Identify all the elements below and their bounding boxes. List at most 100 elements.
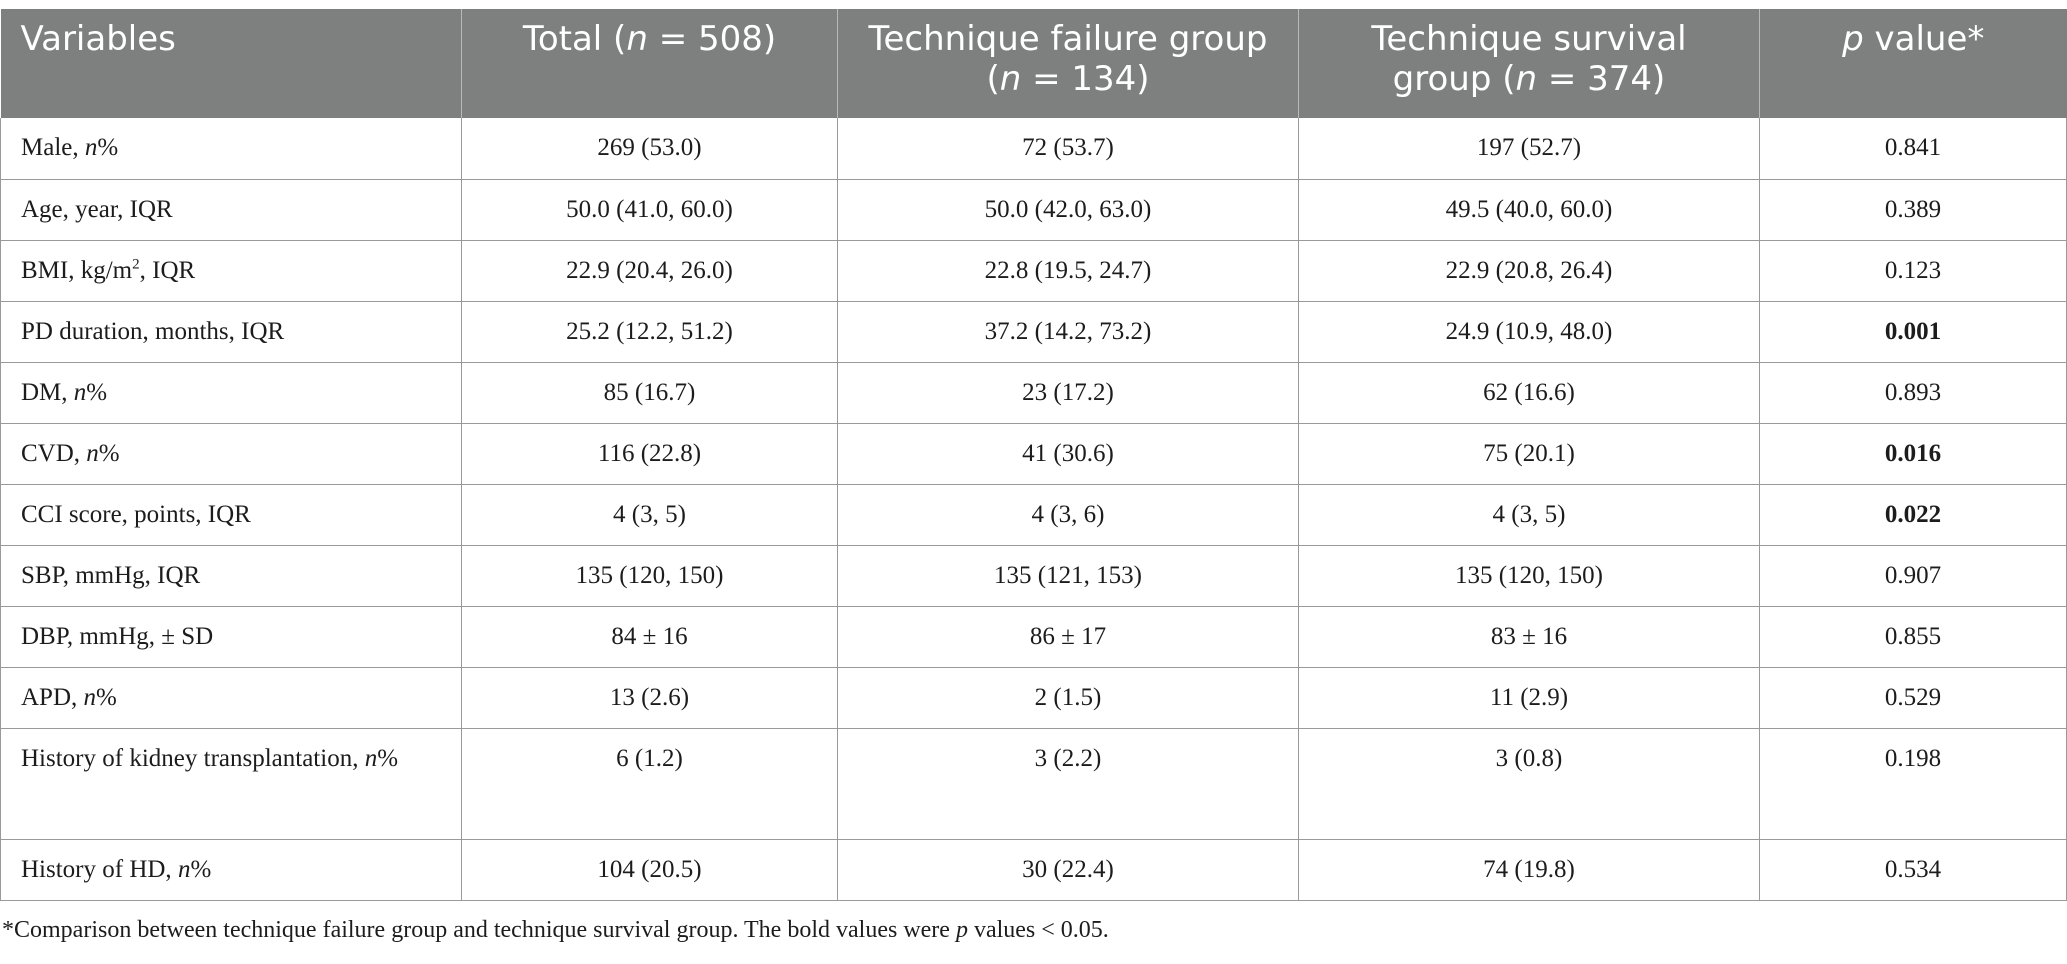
cell-failure: 22.8 (19.5, 24.7)	[837, 240, 1299, 302]
cell-failure: 2 (1.5)	[837, 667, 1299, 729]
table-row: History of kidney transplantation, n% 6 (…	[0, 728, 2067, 840]
header-text-post: value*	[1863, 19, 1985, 59]
cell-p-value: 0.123	[1759, 240, 2067, 302]
header-text-post: = 374)	[1537, 59, 1666, 99]
variable-text: DBP, mmHg, ± SD	[21, 622, 214, 650]
cell-total: 104 (20.5)	[461, 839, 838, 901]
table-row: SBP, mmHg, IQR 135 (120, 150) 135 (121, 15…	[0, 545, 2067, 607]
cell-variable: PD duration, months, IQR	[0, 301, 462, 363]
table-row: BMI, kg/m2, IQR 22.9 (20.4, 26.0) 22.8 (19…	[0, 240, 2067, 302]
cell-failure: 23 (17.2)	[837, 362, 1299, 424]
cell-total: 85 (16.7)	[461, 362, 838, 424]
variable-text: APD,	[21, 683, 84, 711]
cell-failure: 86 ± 17	[837, 606, 1299, 668]
cell-variable: CCI score, points, IQR	[0, 484, 462, 546]
cell-survival: 62 (16.6)	[1298, 362, 1760, 424]
cell-total: 116 (22.8)	[461, 423, 838, 485]
variable-text: DM,	[21, 378, 74, 406]
cell-failure: 41 (30.6)	[837, 423, 1299, 485]
header-text-italic: p	[1842, 19, 1864, 59]
header-text: Variables	[20, 19, 176, 59]
cell-failure: 4 (3, 6)	[837, 484, 1299, 546]
cell-failure: 72 (53.7)	[837, 118, 1299, 180]
header-row: Variables Total (n = 508) Technique fail…	[0, 9, 2067, 118]
cell-p-value: 0.529	[1759, 667, 2067, 729]
footnote-text-pre: *Comparison between technique failure gr…	[2, 917, 956, 943]
cell-variable: BMI, kg/m2, IQR	[0, 240, 462, 302]
cell-survival: 4 (3, 5)	[1298, 484, 1760, 546]
cell-total: 135 (120, 150)	[461, 545, 838, 607]
header-text-italic: n	[626, 19, 648, 59]
table-row: Age, year, IQR 50.0 (41.0, 60.0) 50.0 (42.…	[0, 179, 2067, 241]
cell-p-value: 0.841	[1759, 118, 2067, 180]
table-footnote: *Comparison between technique failure gr…	[2, 917, 1109, 944]
variable-text-suffix: %	[377, 744, 399, 772]
header-text-pre: Technique failure group (	[868, 19, 1268, 99]
cell-survival: 24.9 (10.9, 48.0)	[1298, 301, 1760, 363]
table-row: APD, n% 13 (2.6) 2 (1.5) 11 (2.9) 0.529	[0, 667, 2067, 729]
variable-text: PD duration, months, IQR	[21, 317, 285, 345]
cell-survival: 83 ± 16	[1298, 606, 1760, 668]
cell-p-value: 0.016	[1759, 423, 2067, 485]
variable-text-suffix: %	[190, 855, 212, 883]
table-row: PD duration, months, IQR 25.2 (12.2, 51.2…	[0, 301, 2067, 363]
variable-text-suffix: %	[96, 683, 117, 711]
table-row: DBP, mmHg, ± SD 84 ± 16 86 ± 17 83 ± 16 0.85…	[0, 606, 2067, 668]
header-text-italic: n	[1515, 59, 1538, 99]
cell-variable: CVD, n%	[0, 423, 462, 485]
table-row: Male, n% 269 (53.0) 72 (53.7) 197 (52.7) 0.8…	[0, 118, 2067, 180]
cell-total: 84 ± 16	[461, 606, 838, 668]
table-header: Variables Total (n = 508) Technique fail…	[0, 9, 2067, 118]
footnote-text-post: values < 0.05.	[967, 917, 1109, 943]
data-table: Variables Total (n = 508) Technique fail…	[0, 9, 2067, 901]
variable-text: CVD,	[21, 439, 87, 467]
cell-variable: History of kidney transplantation, n%	[0, 728, 462, 840]
variable-text: BMI, kg/m	[21, 256, 133, 284]
cell-variable: DBP, mmHg, ± SD	[0, 606, 462, 668]
cell-total: 13 (2.6)	[461, 667, 838, 729]
cell-variable: History of HD, n%	[0, 839, 462, 901]
cell-survival: 49.5 (40.0, 60.0)	[1298, 179, 1760, 241]
variable-text: SBP, mmHg, IQR	[21, 561, 201, 589]
header-total: Total (n = 508)	[461, 9, 838, 118]
cell-variable: SBP, mmHg, IQR	[0, 545, 462, 607]
cell-variable: APD, n%	[0, 667, 462, 729]
header-text-pre: Total (	[522, 19, 627, 59]
cell-survival: 135 (120, 150)	[1298, 545, 1760, 607]
cell-failure: 3 (2.2)	[837, 728, 1299, 840]
cell-total: 269 (53.0)	[461, 118, 838, 180]
variable-text-suffix: %	[98, 439, 120, 467]
cell-total: 4 (3, 5)	[461, 484, 838, 546]
variable-italic: n	[73, 378, 87, 406]
variable-italic: n	[177, 855, 191, 883]
header-text-italic: n	[999, 59, 1022, 99]
cell-p-value: 0.022	[1759, 484, 2067, 546]
variable-text-suffix: , IQR	[139, 256, 196, 284]
cell-total: 22.9 (20.4, 26.0)	[461, 240, 838, 302]
variable-text-suffix: %	[97, 134, 119, 161]
cell-survival: 11 (2.9)	[1298, 667, 1760, 729]
header-p-value: p value*	[1759, 9, 2067, 118]
cell-failure: 135 (121, 153)	[837, 545, 1299, 607]
cell-total: 25.2 (12.2, 51.2)	[461, 301, 838, 363]
cell-survival: 74 (19.8)	[1298, 839, 1760, 901]
cell-variable: DM, n%	[0, 362, 462, 424]
variable-text: History of kidney transplantation,	[21, 744, 365, 772]
header-text-post: = 134)	[1021, 59, 1150, 99]
variable-text: Age, year, IQR	[21, 195, 173, 223]
header-variables: Variables	[0, 9, 462, 118]
cell-survival: 3 (0.8)	[1298, 728, 1760, 840]
variable-italic: n	[84, 134, 98, 161]
cell-failure: 30 (22.4)	[837, 839, 1299, 901]
variable-text-suffix: %	[86, 378, 108, 406]
cell-p-value: 0.198	[1759, 728, 2067, 840]
cell-survival: 22.9 (20.8, 26.4)	[1298, 240, 1760, 302]
cell-variable: Male, n%	[0, 118, 462, 180]
cell-variable: Age, year, IQR	[0, 179, 462, 241]
footnote-text-italic: p	[955, 917, 968, 943]
table-row: DM, n% 85 (16.7) 23 (17.2) 62 (16.6) 0.893	[0, 362, 2067, 424]
header-failure-group: Technique failure group (n = 134)	[837, 9, 1299, 118]
variable-italic: n	[364, 744, 378, 772]
header-text-post: = 508)	[647, 19, 777, 59]
cell-total: 6 (1.2)	[461, 728, 838, 840]
